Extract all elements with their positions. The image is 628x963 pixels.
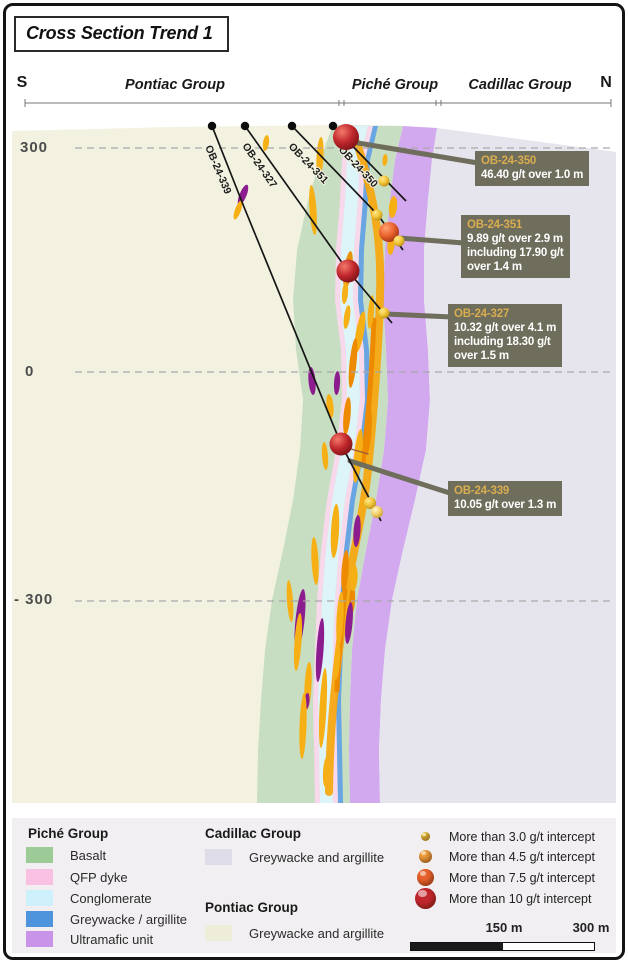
legend-intercept-10gt: More than 10 g/t intercept: [412, 888, 591, 909]
legend-item-greywacke-argillite: Greywacke / argillite: [26, 910, 187, 928]
legend-item-basalt: Basalt: [26, 846, 106, 864]
legend-item-cadillac-greywacke: Greywacke and argillite: [205, 848, 384, 866]
swatch-ultramafic: [26, 931, 53, 947]
legend-item-qfp-dyke: QFP dyke: [26, 868, 128, 886]
callout-hole-id: OB-24-350: [481, 155, 537, 167]
group-label-cadillac: Cadillac Group: [468, 77, 572, 93]
intercept-ball-3gt: [378, 307, 390, 319]
intercept-ball-icon: [418, 850, 432, 863]
intercept-ball-3gt: [371, 209, 383, 221]
geology-ultramafic: [349, 126, 437, 803]
legend-title-cadillac: Cadillac Group: [205, 826, 302, 841]
figure-title: Cross Section Trend 1: [26, 23, 213, 43]
intercept-ball-3gt: [393, 235, 405, 247]
compass-south-label: S: [16, 74, 28, 91]
legend-title-piche: Piché Group: [28, 826, 109, 841]
callout-intercept: 10.32 g/t over 4.1 m: [454, 322, 557, 334]
elevation-label-minus300: - 300: [14, 591, 54, 608]
stripe-qfp-west: [313, 126, 355, 803]
trace-ob-24-339: [211, 125, 382, 522]
legend-panel: Piché Group Basalt QFP dyke Conglomerate…: [12, 818, 616, 953]
legend-intercept-45gt: More than 4.5 g/t intercept: [412, 846, 595, 867]
legend-intercept-75gt: More than 7.5 g/t intercept: [412, 867, 595, 888]
swatch-greywacke-argillite: [26, 911, 53, 927]
callout-intercept: including 18.30 g/t: [454, 336, 551, 348]
callout-ob-24-327: OB-24-327 10.32 g/t over 4.1 m including…: [448, 304, 563, 367]
callout-hole-id: OB-24-351: [467, 219, 523, 231]
mineralized-lenses: [233, 135, 398, 796]
elevation-label-0: 0: [25, 363, 35, 380]
legend-intercept-label: More than 4.5 g/t intercept: [449, 849, 595, 864]
swatch-qfp-dyke: [26, 869, 53, 885]
legend-item-label: Greywacke and argillite: [249, 849, 385, 865]
geology-pontiac-greywacke: [12, 125, 333, 803]
legend-item-pontiac-greywacke: Greywacke and argillite: [205, 924, 384, 942]
callout-ob-24-339: OB-24-339 10.05 g/t over 1.3 m: [448, 481, 563, 516]
callout-intercept: 10.05 g/t over 1.3 m: [454, 499, 557, 511]
legend-intercept-label: More than 10 g/t intercept: [449, 891, 592, 906]
scale-bar-filled-half: [411, 943, 503, 950]
leader-lines: [340, 140, 481, 499]
intercept-ball-10gt: [333, 124, 359, 150]
intercept-ball-3gt: [371, 506, 383, 518]
intercept-ball-icon: [420, 832, 430, 841]
legend-intercept-3gt: More than 3.0 g/t intercept: [412, 826, 595, 847]
callout-intercept: over 1.5 m: [454, 350, 509, 362]
legend-item-ultramafic: Ultramafic unit: [26, 930, 153, 948]
callout-ob-24-350: OB-24-350 46.40 g/t over 1.0 m: [475, 151, 590, 186]
swatch-pontiac-greywacke: [205, 925, 232, 941]
swatch-cadillac-greywacke: [205, 849, 232, 865]
legend-item-label: Ultramafic unit: [70, 931, 154, 947]
callout-hole-id: OB-24-339: [454, 485, 510, 497]
legend-item-label: Greywacke and argillite: [249, 925, 385, 941]
drill-collars: [207, 121, 338, 131]
cross-section-svg: OB-24-339 OB-24-327 OB-24-351 OB-24-350: [12, 99, 616, 803]
stripe-conglomerate: [318, 126, 368, 803]
intercept-ball-7gt: [379, 222, 399, 242]
intercept-ball-10gt: [336, 259, 360, 283]
group-label-piche: Piché Group: [351, 77, 439, 93]
legend-intercept-label: More than 7.5 g/t intercept: [449, 870, 595, 885]
intercept-ball-icon: [416, 869, 434, 886]
callout-hole-id: OB-24-327: [454, 308, 510, 320]
swatch-conglomerate: [26, 890, 53, 906]
scale-label-300m: 300 m: [572, 920, 610, 935]
legend-item-label: Conglomerate: [70, 890, 152, 906]
intercept-balls: [329, 124, 405, 518]
scale-bar: [410, 942, 595, 951]
intercept-ball-10gt: [329, 432, 353, 456]
legend-intercept-label: More than 3.0 g/t intercept: [449, 829, 595, 844]
legend-item-label: Greywacke / argillite: [70, 911, 188, 927]
swatch-basalt: [26, 847, 53, 863]
intercept-ball-3gt: [378, 175, 390, 187]
intercept-ball-icon: [414, 888, 436, 909]
scale-label-150m: 150 m: [485, 920, 523, 935]
surface-rule: [24, 99, 612, 107]
intercept-ball-3gt: [364, 497, 376, 509]
geology-cadillac-greywacke: [379, 128, 616, 803]
elevation-label-300: 300: [20, 139, 49, 156]
callout-ob-24-351: OB-24-351 9.89 g/t over 2.9 m including …: [461, 215, 570, 278]
callout-intercept: over 1.4 m: [467, 261, 522, 273]
legend-item-conglomerate: Conglomerate: [26, 889, 152, 907]
callout-intercept: including 17.90 g/t: [467, 247, 564, 259]
legend-item-label: QFP dyke: [70, 869, 128, 885]
legend-item-label: Basalt: [70, 847, 107, 863]
group-label-pontiac: Pontiac Group: [125, 77, 225, 93]
compass-north-label: N: [600, 74, 612, 91]
callout-intercept: 46.40 g/t over 1.0 m: [481, 169, 584, 181]
geology-basalt: [257, 125, 403, 803]
legend-title-pontiac: Pontiac Group: [205, 900, 299, 915]
title-box: Cross Section Trend 1: [14, 16, 229, 52]
callout-intercept: 9.89 g/t over 2.9 m: [467, 233, 563, 245]
